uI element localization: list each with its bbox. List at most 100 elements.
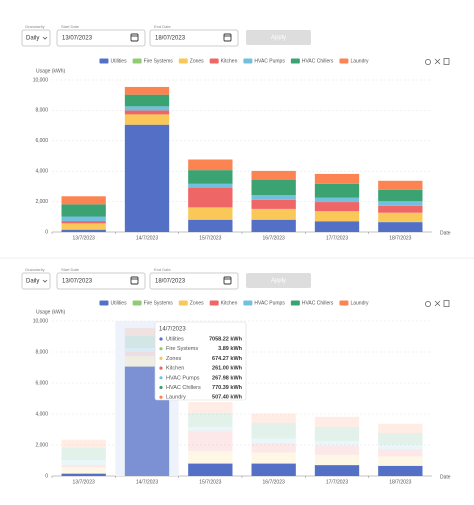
bar-segment[interactable] [124,356,170,367]
legend-label[interactable]: HVAC Chillers [302,300,334,306]
bar-segment[interactable] [188,183,233,188]
legend-swatch[interactable] [243,58,253,64]
end-date-input[interactable] [149,29,239,47]
bar-segment[interactable] [188,402,233,413]
bar-segment[interactable] [61,216,106,222]
legend-label[interactable]: Fire Systems [144,58,174,64]
legend-label[interactable]: Utilities [110,58,127,64]
bar-segment[interactable] [188,430,233,451]
bar-segment[interactable] [61,473,106,476]
bar-segment[interactable] [378,423,423,434]
bar-segment[interactable] [124,124,170,232]
bar-segment[interactable] [124,114,170,125]
legend-swatch[interactable] [99,300,109,306]
bar-segment[interactable] [124,106,170,111]
bar-segment[interactable] [378,222,423,232]
bar-segment[interactable] [314,416,360,427]
bar-segment[interactable] [188,207,233,220]
bar-segment[interactable] [188,426,233,431]
bar-segment[interactable] [314,211,360,222]
bar-segment[interactable] [378,456,423,466]
legend-label[interactable]: Utilities [110,300,127,306]
bar-segment[interactable] [314,454,360,465]
legend-swatch[interactable] [209,300,219,306]
legend-label[interactable]: Laundry [350,58,369,64]
legend-swatch[interactable] [99,58,109,64]
save-icon[interactable] [443,58,450,65]
bar-segment[interactable] [251,199,296,209]
legend-label[interactable]: Kitchen [221,58,238,64]
bar-segment[interactable] [188,170,233,184]
bar-segment[interactable] [314,197,360,203]
bar-segment[interactable] [61,467,106,474]
bar-segment[interactable] [124,94,170,107]
refresh-icon[interactable] [425,301,431,307]
bar-segment[interactable] [314,202,360,212]
bar-segment[interactable] [188,412,233,427]
legend-label[interactable]: Laundry [350,300,369,306]
bar-segment[interactable] [61,447,106,461]
bar-segment[interactable] [378,189,423,202]
bar-segment[interactable] [378,465,423,476]
bar-segment[interactable] [251,413,296,423]
bar-segment[interactable] [314,440,360,446]
bar-segment[interactable] [314,221,360,232]
bar-segment[interactable] [314,465,360,476]
granularity-select[interactable] [21,272,51,290]
legend-swatch[interactable] [178,58,188,64]
bar-segment[interactable] [314,183,360,198]
start-date-input[interactable] [56,272,146,290]
bar-segment[interactable] [124,335,170,348]
legend-label[interactable]: HVAC Pumps [254,300,285,306]
legend-swatch[interactable] [290,300,300,306]
bar-segment[interactable] [188,450,233,464]
legend-label[interactable]: Kitchen [221,300,238,306]
bar-segment[interactable] [61,221,106,224]
bar-segment[interactable] [61,464,106,468]
legend-swatch[interactable] [209,58,219,64]
bar-segment[interactable] [251,208,296,220]
granularity-select[interactable] [21,29,51,47]
bar-segment[interactable] [251,422,296,439]
bar-segment[interactable] [251,180,296,196]
legend-label[interactable]: Zones [190,58,204,64]
bar-segment[interactable] [251,170,296,181]
bar-segment[interactable] [188,159,233,171]
bar-segment[interactable] [378,201,423,206]
bar-segment[interactable] [314,173,360,184]
bar-segment[interactable] [124,328,170,336]
bar-segment[interactable] [251,438,296,444]
bar-segment[interactable] [61,204,106,217]
apply-button[interactable] [246,30,311,45]
legend-swatch[interactable] [339,300,349,306]
bar-segment[interactable] [378,205,423,213]
end-date-input[interactable] [149,272,239,290]
start-date-input[interactable] [56,29,146,47]
legend-swatch[interactable] [243,300,253,306]
legend-swatch[interactable] [178,300,188,306]
bar-segment[interactable] [61,460,106,465]
bar-segment[interactable] [378,449,423,457]
legend-label[interactable]: HVAC Pumps [254,58,285,64]
zoom-icon[interactable] [434,58,441,65]
zoom-icon[interactable] [434,300,441,307]
apply-button[interactable] [246,273,311,288]
legend-swatch[interactable] [132,300,142,306]
bar-segment[interactable] [378,433,423,445]
bar-segment[interactable] [251,219,296,232]
bar-segment[interactable] [61,223,106,230]
bar-segment[interactable] [314,445,360,455]
bar-segment[interactable] [251,452,296,464]
bar-segment[interactable] [251,195,296,200]
bar-segment[interactable] [124,347,170,353]
bar-segment[interactable] [124,86,170,95]
legend-swatch[interactable] [290,58,300,64]
bar-segment[interactable] [378,180,423,190]
bar-segment[interactable] [61,229,106,232]
bar-segment[interactable] [251,463,296,476]
legend-label[interactable]: Zones [190,300,204,306]
bar-segment[interactable] [251,443,296,453]
bar-segment[interactable] [314,426,360,441]
legend-swatch[interactable] [132,58,142,64]
legend-swatch[interactable] [339,58,349,64]
